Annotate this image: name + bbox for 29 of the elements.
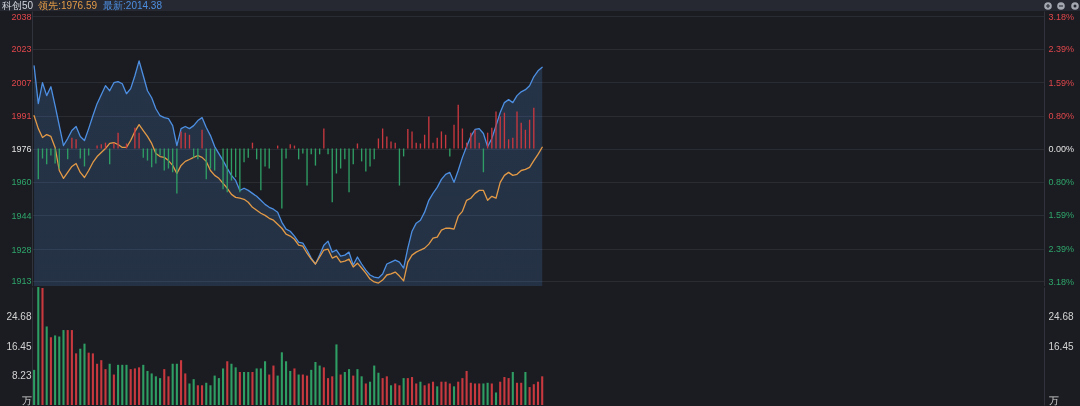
y2-tick-label: 3.18% bbox=[1048, 11, 1075, 22]
y2-tick-label: 0.00% bbox=[1048, 144, 1075, 154]
y-tick-label: 1944 bbox=[11, 210, 32, 221]
y2-tick-label: 24.68 bbox=[1048, 311, 1074, 323]
y-tick-label: 2023 bbox=[11, 44, 32, 55]
y2-tick-label: 1.59% bbox=[1048, 77, 1075, 88]
y-tick-label: 16.45 bbox=[6, 340, 32, 352]
y-tick-label: 1928 bbox=[11, 244, 32, 255]
y-tick-label: 1960 bbox=[11, 177, 32, 188]
y2-tick-label: 万 bbox=[1048, 394, 1059, 406]
y-tick-label: 1976 bbox=[11, 144, 32, 154]
line-series bbox=[33, 115, 543, 284]
y-tick-label: 24.68 bbox=[6, 311, 32, 323]
text: 领先:1976.59 bbox=[38, 0, 98, 11]
y2-tick-label: 2.39% bbox=[1048, 243, 1075, 254]
y-tick-label: 2038 bbox=[11, 12, 32, 22]
y2-tick-label: 1.59% bbox=[1048, 210, 1075, 221]
y-tick-label: 2007 bbox=[11, 77, 32, 88]
y-tick-label: 万 bbox=[21, 394, 32, 406]
y2-tick-label: 0.80% bbox=[1048, 110, 1075, 121]
y-tick-label: 1991 bbox=[11, 111, 32, 122]
y-tick-label: 8.23 bbox=[12, 369, 32, 381]
chart-title: 科创50 bbox=[2, 0, 34, 11]
y2-tick-label: 3.18% bbox=[1048, 276, 1075, 287]
text: 最新:2014.38 bbox=[103, 0, 162, 11]
y2-tick-label: 0.80% bbox=[1048, 177, 1075, 188]
y2-tick-label: 16.45 bbox=[1048, 340, 1074, 352]
y-tick-label: 1913 bbox=[11, 276, 32, 287]
y2-tick-label: 2.39% bbox=[1048, 44, 1075, 55]
